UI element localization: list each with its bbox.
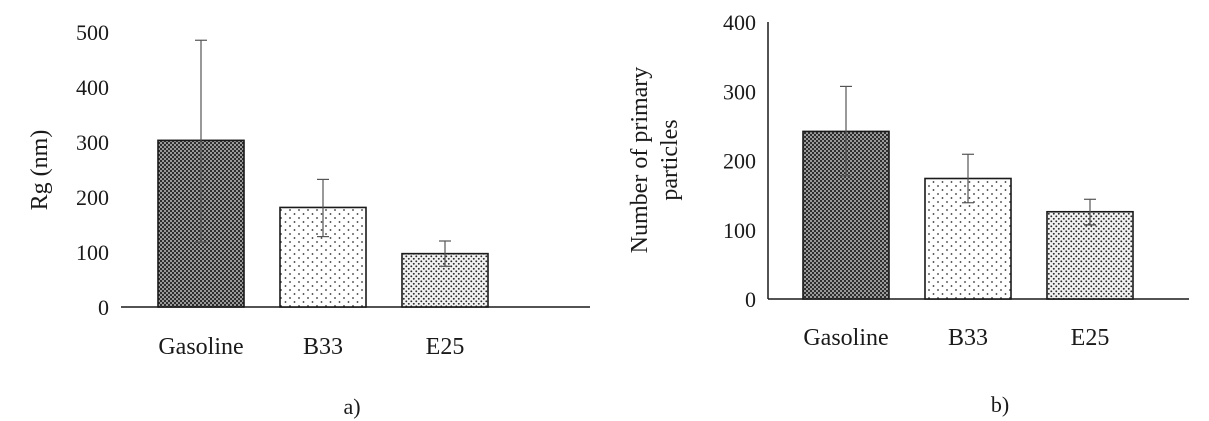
error-bar [195, 39, 207, 243]
y-axis-title: Number of primary particles [627, 67, 683, 254]
error-bar [840, 85, 852, 177]
error-bar [1084, 198, 1096, 226]
error-bar [439, 240, 451, 267]
bar-e25 [1046, 210, 1134, 300]
panel-label: a) [343, 394, 360, 419]
y-tick-label: 400 [723, 10, 756, 35]
y-axis-title: Rg (nm) [27, 130, 53, 211]
y-tick-label: 200 [723, 149, 756, 174]
y-tick-label: 500 [76, 20, 109, 45]
x-category-label: B33 [948, 325, 988, 351]
y-tick-label: 300 [76, 130, 109, 155]
chart-panel-b: 0 100 200 300 400 Gasoline B33 E25 Number of pri… [627, 10, 1189, 417]
error-bar [317, 178, 329, 238]
x-category-label: E25 [426, 334, 465, 360]
y-tick-label: 100 [723, 218, 756, 243]
chart-panel-a: 0 100 200 300 400 500 Gasoline B33 E25 Rg (nm) a) [27, 20, 590, 419]
x-category-label: Gasoline [158, 334, 243, 360]
y-axis-title-line: particles [657, 119, 683, 200]
y-tick-label: 0 [745, 287, 756, 312]
x-category-label: E25 [1071, 325, 1110, 351]
x-category-label: Gasoline [803, 325, 888, 351]
x-category-label: B33 [303, 334, 343, 360]
y-axis-title-line: Rg (nm) [27, 130, 53, 211]
y-tick-label: 300 [723, 79, 756, 104]
y-axis-title-line: Number of primary [627, 67, 653, 254]
y-tick-label: 100 [76, 240, 109, 265]
error-bar [962, 153, 974, 204]
y-tick-label: 200 [76, 185, 109, 210]
panel-label: b) [991, 392, 1009, 417]
y-tick-label: 0 [98, 295, 109, 320]
y-tick-label: 400 [76, 75, 109, 100]
